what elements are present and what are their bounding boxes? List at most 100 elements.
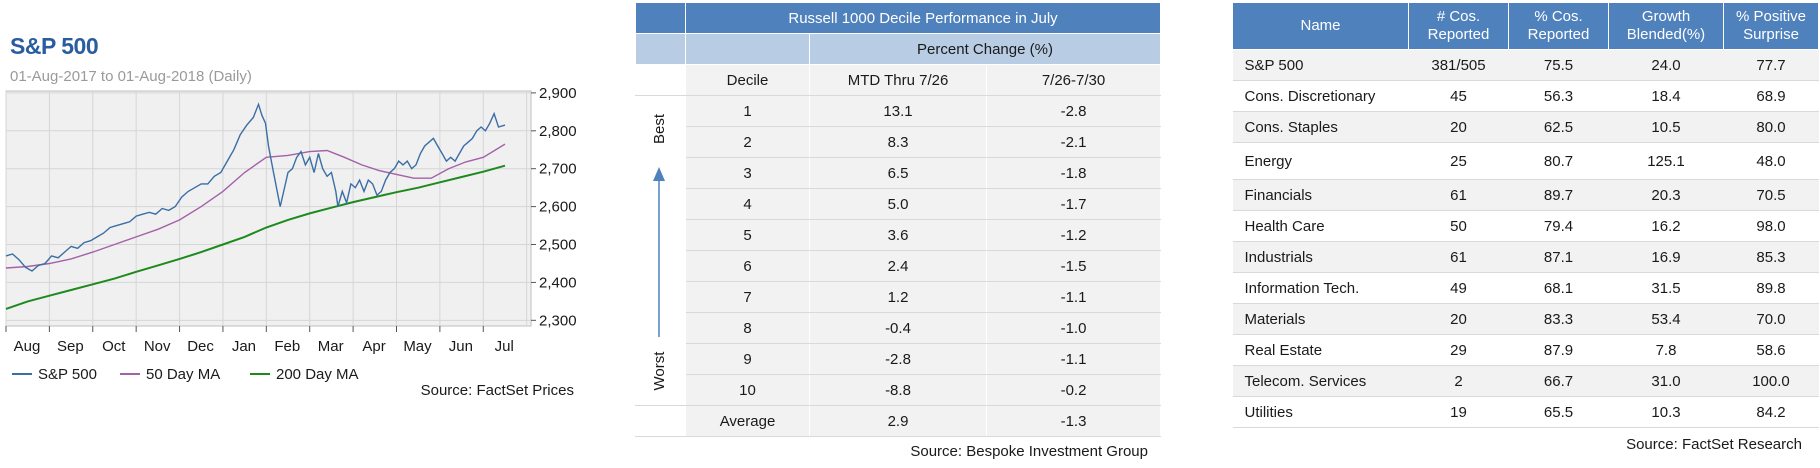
table-row: Cons. Staples 20 62.5 10.5 80.0 xyxy=(1232,111,1819,143)
subheader-spacer-2 xyxy=(685,33,810,65)
table-cell: 13.1 xyxy=(809,95,987,127)
best-worst-arrow-icon: Best Worst xyxy=(651,113,668,390)
worst-label: Worst xyxy=(651,350,668,390)
earnings-column-header: % Positive Surprise xyxy=(1723,2,1819,50)
table-cell: -8.8 xyxy=(809,374,987,406)
table-cell: 85.3 xyxy=(1723,241,1819,273)
table-cell: Information Tech. xyxy=(1232,272,1409,304)
x-tick-label: Aug xyxy=(14,338,41,355)
table-cell: 6.5 xyxy=(809,157,987,189)
earnings-source: Source: FactSet Research xyxy=(1626,436,1802,453)
table-row: Cons. Discretionary 45 56.3 18.4 68.9 xyxy=(1232,80,1819,112)
chart-title: S&P 500 xyxy=(10,33,99,59)
table-cell: 53.4 xyxy=(1608,303,1724,335)
decile-source: Source: Bespoke Investment Group xyxy=(910,443,1148,460)
table-row: 2 8.3 -2.1 xyxy=(636,126,1162,158)
table-cell: -2.8 xyxy=(985,95,1162,127)
x-tick-label: Mar xyxy=(318,338,344,355)
x-tick-label: Apr xyxy=(362,338,385,355)
table-cell: Cons. Staples xyxy=(1232,111,1409,143)
table-cell: 89.8 xyxy=(1723,272,1819,304)
table-row: Utilities 19 65.5 10.3 84.2 xyxy=(1232,396,1819,428)
table-cell: 79.4 xyxy=(1508,210,1609,242)
table-row: Materials 20 83.3 53.4 70.0 xyxy=(1232,303,1819,335)
table-cell: 89.7 xyxy=(1508,179,1609,211)
table-cell: 56.3 xyxy=(1508,80,1609,112)
series-line-200-day-ma xyxy=(5,164,506,310)
x-tick-label: Jul xyxy=(495,338,514,355)
table-cell: -0.4 xyxy=(809,312,987,344)
chart-source: Source: FactSet Prices xyxy=(420,382,574,399)
chart-subtitle: 01-Aug-2017 to 01-Aug-2018 (Daily) xyxy=(10,68,252,85)
table-cell: 31.0 xyxy=(1608,365,1724,397)
table-cell: -1.0 xyxy=(985,312,1162,344)
table-cell: 8 xyxy=(685,312,810,344)
table-cell: 2.9 xyxy=(809,405,987,437)
x-tick-label: Nov xyxy=(144,338,171,355)
decile-table-panel: Russell 1000 Decile Performance in July … xyxy=(635,2,1162,460)
table-cell: 24.0 xyxy=(1608,49,1724,81)
banner-spacer xyxy=(635,2,686,34)
table-cell: 9 xyxy=(685,343,810,375)
table-cell: 5.0 xyxy=(809,188,987,220)
table-cell: 10.3 xyxy=(1608,396,1724,428)
table-row: Telecom. Services 2 66.7 31.0 100.0 xyxy=(1232,365,1819,397)
table-cell: 20 xyxy=(1408,111,1509,143)
table-row: 5 3.6 -1.2 xyxy=(636,219,1162,251)
table-cell: 2 xyxy=(685,126,810,158)
table-row: 6 2.4 -1.5 xyxy=(636,250,1162,282)
table-row: Industrials 61 87.1 16.9 85.3 xyxy=(1232,241,1819,273)
y-tick-label: 2,900 xyxy=(539,85,577,102)
table-cell: 50 xyxy=(1408,210,1509,242)
table-row: Energy 25 80.7 125.1 48.0 xyxy=(1232,142,1819,180)
table-cell: -1.2 xyxy=(985,219,1162,251)
x-tick-label: Jan xyxy=(232,338,256,355)
table-cell: -1.8 xyxy=(985,157,1162,189)
table-cell: 20 xyxy=(1408,303,1509,335)
table-cell: Health Care xyxy=(1232,210,1409,242)
table-cell: 65.5 xyxy=(1508,396,1609,428)
table-row: Financials 61 89.7 20.3 70.5 xyxy=(1232,179,1819,211)
x-tick-label: Sep xyxy=(57,338,84,355)
table-row: Average 2.9 -1.3 xyxy=(635,405,1162,437)
table-cell: Utilities xyxy=(1232,396,1409,428)
table-cell: 87.9 xyxy=(1508,334,1609,366)
table-cell: Average xyxy=(685,405,810,437)
table-cell: 25 xyxy=(1408,142,1509,180)
table-cell: 3.6 xyxy=(809,219,987,251)
table-cell: -1.3 xyxy=(985,405,1162,437)
y-tick-label: 2,400 xyxy=(539,274,577,291)
table-cell: -1.1 xyxy=(985,343,1162,375)
x-axis-ticks: Aug Sep Oct Nov Dec Jan Feb Mar Apr May Jun Jul xyxy=(5,326,514,355)
table-cell: -2.1 xyxy=(985,126,1162,158)
x-tick-label: Dec xyxy=(187,338,214,355)
table-cell: 70.0 xyxy=(1723,303,1819,335)
best-label: Best xyxy=(651,113,668,144)
table-cell: 45 xyxy=(1408,80,1509,112)
table-row: Health Care 50 79.4 16.2 98.0 xyxy=(1232,210,1819,242)
earnings-column-header: Growth Blended(%) xyxy=(1608,2,1724,50)
table-cell: 62.5 xyxy=(1508,111,1609,143)
table-cell: Materials xyxy=(1232,303,1409,335)
table-cell: 16.2 xyxy=(1608,210,1724,242)
x-tick-label: Feb xyxy=(274,338,300,355)
series-lines xyxy=(5,102,506,310)
decile-column-header-row: Decile MTD Thru 7/26 7/26-7/30 xyxy=(635,64,1162,96)
table-cell: 3 xyxy=(685,157,810,189)
table-cell: 31.5 xyxy=(1608,272,1724,304)
table-row: 8 -0.4 -1.0 xyxy=(636,312,1162,344)
table-cell: 68.9 xyxy=(1723,80,1819,112)
table-cell: 80.0 xyxy=(1723,111,1819,143)
table-cell: 7.8 xyxy=(1608,334,1724,366)
table-cell: -2.8 xyxy=(809,343,987,375)
table-cell: 61 xyxy=(1408,179,1509,211)
y-tick-label: 2,800 xyxy=(539,123,577,140)
table-row: 9 -2.8 -1.1 xyxy=(636,343,1162,375)
grid-lines xyxy=(5,91,531,326)
table-cell: 381/505 xyxy=(1408,49,1509,81)
x-tick-label: Oct xyxy=(102,338,126,355)
table-cell: 20.3 xyxy=(1608,179,1724,211)
series-line-s-p-500 xyxy=(5,102,506,272)
side-spacer xyxy=(635,64,686,96)
table-cell: 77.7 xyxy=(1723,49,1819,81)
